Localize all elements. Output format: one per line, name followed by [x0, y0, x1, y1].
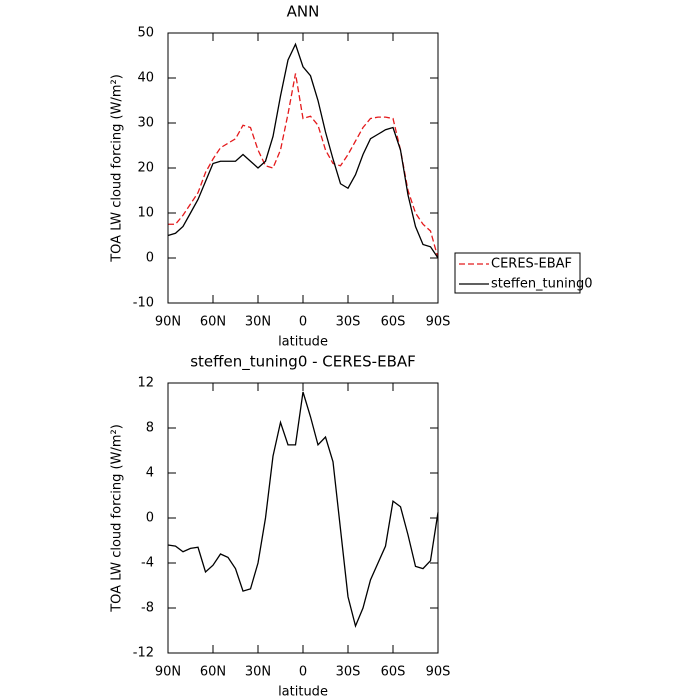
- x-tick-label: 30N: [245, 315, 271, 330]
- x-axis-label: latitude: [278, 335, 328, 350]
- chart-title: ANN: [287, 3, 320, 21]
- data-line: [167, 42, 439, 259]
- y-axis-label: TOA LW cloud forcing (W/m²): [110, 424, 125, 613]
- x-axis-label: latitude: [278, 685, 328, 700]
- x-tick-label: 90N: [155, 665, 181, 680]
- y-tick-label: -10: [133, 296, 154, 311]
- y-tick-label: 40: [137, 71, 154, 86]
- y-tick-label: 10: [137, 206, 154, 221]
- chart-title: steffen_tuning0 - CERES-EBAF: [190, 353, 416, 372]
- x-tick-label: 90S: [426, 315, 451, 330]
- x-tick-label: 60S: [381, 665, 406, 680]
- y-axis-label: TOA LW cloud forcing (W/m²): [110, 74, 125, 263]
- y-tick-label: 8: [146, 421, 154, 436]
- y-tick-label: -12: [133, 646, 154, 661]
- x-tick-label: 30S: [336, 315, 361, 330]
- y-tick-label: -8: [141, 601, 154, 616]
- y-tick-label: 0: [146, 251, 154, 266]
- legend-label: CERES-EBAF: [491, 257, 572, 272]
- x-tick-label: 90S: [426, 665, 451, 680]
- y-tick-label: 30: [137, 116, 154, 131]
- x-tick-label: 60S: [381, 315, 406, 330]
- y-tick-label: 4: [146, 466, 154, 481]
- y-tick-label: 12: [137, 376, 154, 391]
- x-tick-label: 0: [299, 665, 307, 680]
- x-tick-label: 60N: [200, 665, 226, 680]
- x-tick-label: 0: [299, 315, 307, 330]
- x-tick-label: 30S: [336, 665, 361, 680]
- x-tick-label: 90N: [155, 315, 181, 330]
- legend-box: [454, 252, 581, 294]
- data-line: [167, 391, 439, 629]
- legend-label: steffen_tuning0: [491, 277, 593, 292]
- plot-frame: [167, 382, 439, 654]
- y-tick-label: 50: [137, 26, 154, 41]
- y-tick-label: 20: [137, 161, 154, 176]
- plot-frame: [167, 32, 439, 304]
- y-tick-label: -4: [141, 556, 154, 571]
- data-line: [168, 73, 439, 259]
- x-tick-label: 60N: [200, 315, 226, 330]
- x-tick-label: 30N: [245, 665, 271, 680]
- y-tick-label: 0: [146, 511, 154, 526]
